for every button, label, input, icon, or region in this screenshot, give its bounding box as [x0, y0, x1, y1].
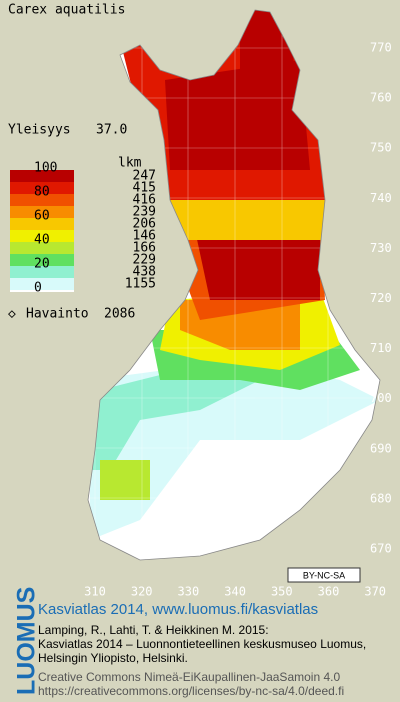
northing-label: 760	[370, 91, 392, 105]
legend-count: 416	[133, 193, 156, 208]
legend-swatch	[10, 290, 74, 292]
legend-swatch	[10, 230, 74, 242]
legend-count: 1155	[125, 277, 156, 292]
northing-label: 750	[370, 141, 392, 155]
legend-swatch	[10, 218, 74, 230]
easting-label: 340	[224, 585, 246, 599]
easting-label: 330	[178, 585, 200, 599]
northing-label: 680	[370, 491, 392, 505]
legend-count: 239	[133, 205, 156, 220]
easting-label: 310	[84, 585, 106, 599]
legend-count: 206	[133, 217, 156, 232]
legend-swatch	[10, 182, 74, 194]
legend-scale-label: 40	[34, 233, 50, 248]
northing-label: 740	[370, 191, 392, 205]
legend-count: 166	[133, 241, 156, 256]
license-badge	[287, 567, 361, 583]
easting-label: 320	[131, 585, 153, 599]
northing-label: 730	[370, 241, 392, 255]
easting-label: 370	[364, 585, 386, 599]
legend-scale-label: 20	[34, 257, 50, 272]
species-title: Carex aquatilis	[8, 3, 125, 18]
legend: 100 80 60 40 20 0 2474154162392061461662294381…	[10, 161, 156, 296]
frequency-label: Yleisyys	[8, 123, 71, 138]
citation-line: Lamping, R., Lahti, T. & Heikkinen M. 20…	[38, 623, 269, 637]
northing-label: 690	[370, 441, 392, 455]
legend-swatch	[10, 278, 74, 290]
legend-swatch	[10, 170, 74, 182]
legend-scale-label: 0	[34, 281, 42, 296]
grid-labels: 770 760 750 740 730 720 710 700 690 680 670 310 320 3…	[84, 41, 392, 599]
observation-marker: ◇	[8, 307, 16, 322]
legend-swatch	[10, 194, 74, 206]
legend-swatch	[10, 206, 74, 218]
license-badge-text: BY-NC-SA	[303, 570, 345, 580]
northing-label: 770	[370, 41, 392, 55]
legend-unit: lkm	[118, 156, 142, 171]
legend-count: 247	[133, 169, 156, 184]
observation-label: Havainto	[26, 307, 89, 322]
legend-scale-label: 60	[34, 209, 50, 224]
legend-swatch	[10, 254, 74, 266]
northing-label: 710	[370, 341, 392, 355]
license-line: Creative Commons Nimeä-EiKaupallinen-Jaa…	[38, 670, 340, 684]
citation-line: Helsingin Yliopisto, Helsinki.	[38, 651, 188, 665]
easting-label: 360	[318, 585, 340, 599]
logo: LUOMUS	[13, 587, 41, 695]
legend-swatch	[10, 242, 74, 254]
atlas-link[interactable]: Kasviatlas 2014, www.luomus.fi/kasviatla…	[38, 601, 318, 618]
legend-count: 229	[133, 253, 156, 268]
easting-label: 350	[271, 585, 293, 599]
northing-label: 700	[370, 391, 392, 405]
observation-count: 2086	[104, 307, 135, 322]
footer: Lamping, R., Lahti, T. & Heikkinen M. 20…	[38, 623, 366, 698]
northing-label: 720	[370, 291, 392, 305]
legend-count: 146	[133, 229, 156, 244]
northing-label: 670	[370, 542, 392, 556]
legend-scale-label: 100	[34, 161, 57, 176]
legend-count: 438	[133, 265, 156, 280]
citation-line: Kasviatlas 2014 – Luonnontieteellinen ke…	[38, 637, 366, 651]
legend-count: 415	[133, 181, 156, 196]
license-line: https://creativecommons.org/licenses/by-…	[38, 684, 344, 698]
legend-scale-label: 80	[34, 185, 50, 200]
legend-swatch	[10, 266, 74, 278]
frequency-value: 37.0	[96, 123, 127, 138]
